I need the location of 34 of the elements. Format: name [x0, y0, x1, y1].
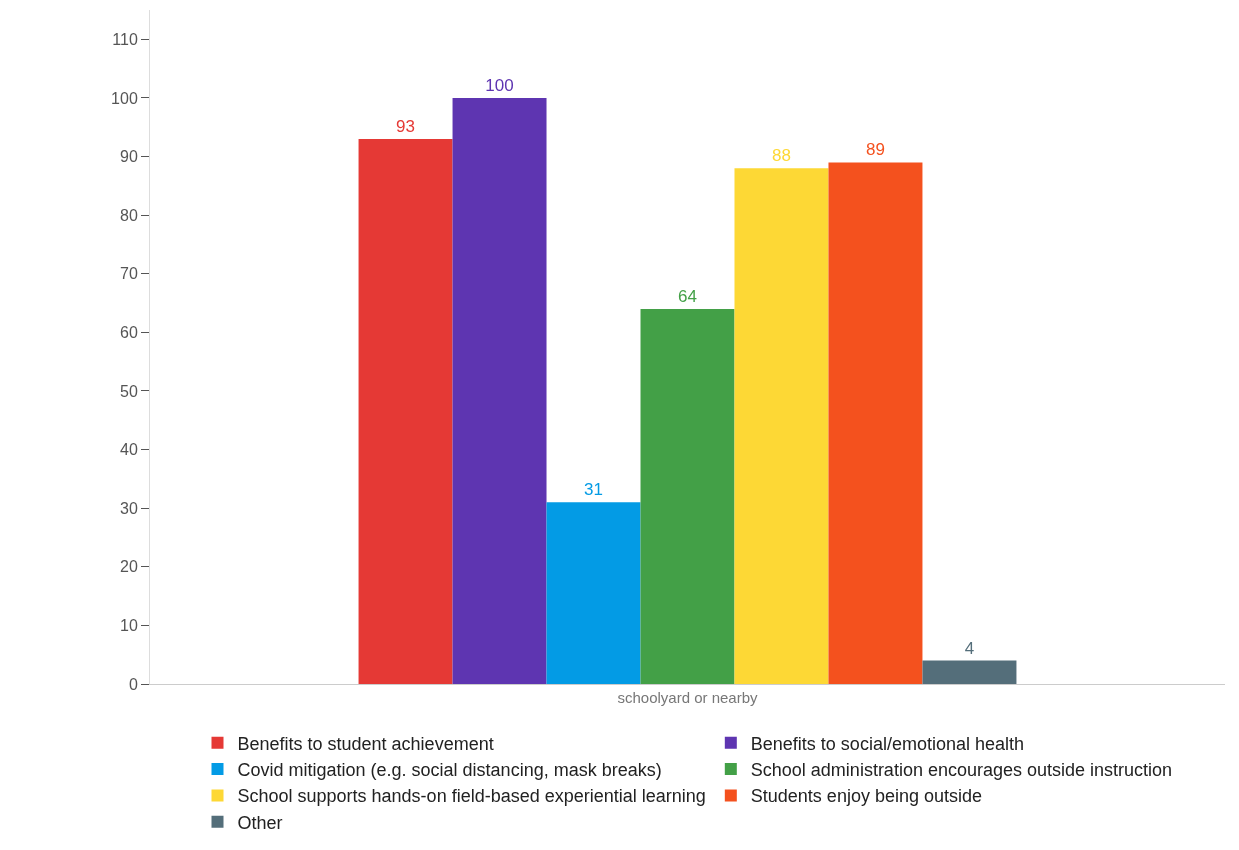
data-label: 31: [584, 480, 603, 500]
data-label: 88: [772, 146, 791, 166]
bar: [922, 660, 1017, 684]
y-tick-label: 30: [120, 499, 138, 517]
data-label: 64: [678, 286, 697, 306]
data-label: 100: [485, 75, 514, 95]
legend-label: Benefits to social/emotional health: [750, 733, 1024, 754]
y-tick-label: 90: [120, 148, 138, 166]
legend-label: Students enjoy being outside: [750, 786, 982, 807]
y-tick-label: 60: [120, 323, 138, 341]
y-tick-label: 20: [120, 558, 138, 576]
legend-label: Covid mitigation (e.g. social distancing, mask breaks): [237, 760, 662, 781]
data-label: 89: [866, 140, 885, 160]
data-label: 4: [964, 638, 975, 658]
y-tick-label: 80: [120, 206, 138, 224]
legend-label: School supports hands-on field-based experiential learning: [237, 786, 706, 807]
bar: [828, 162, 923, 684]
data-label: 93: [396, 116, 416, 136]
y-tick-label: 110: [112, 30, 138, 48]
legend-label: Other: [237, 812, 283, 833]
x-tick-label: schoolyard or nearby: [617, 689, 759, 706]
bar: [358, 138, 453, 684]
y-tick-label: 40: [120, 441, 138, 459]
bar: [452, 97, 547, 684]
y-tick-label: 70: [120, 265, 138, 283]
y-tick-label: 10: [120, 616, 138, 634]
bar: [734, 168, 829, 684]
bar: [640, 308, 735, 684]
y-tick-label: 50: [120, 382, 138, 400]
legend-label: Benefits to student achievement: [237, 733, 494, 754]
y-tick-label: 100: [111, 89, 138, 107]
legend-label: School administration encourages outside instruction: [750, 760, 1173, 781]
bar: [546, 502, 641, 684]
y-tick-label: 0: [128, 675, 138, 693]
